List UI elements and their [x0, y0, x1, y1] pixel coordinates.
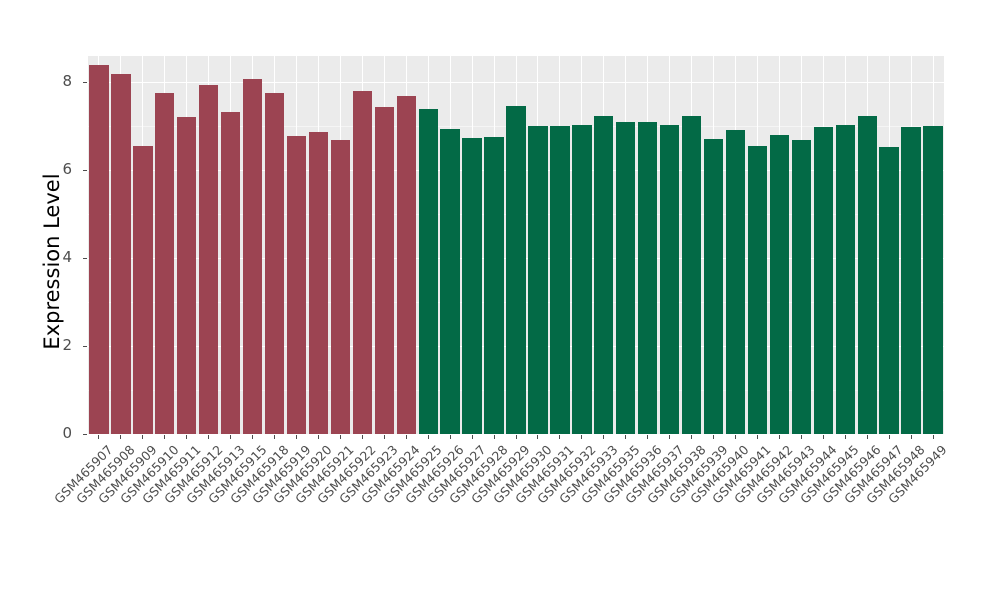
x-tick-mark [98, 435, 100, 439]
bar [747, 146, 768, 434]
x-tick-mark [208, 435, 210, 439]
bar [330, 139, 351, 434]
x-tick-mark [471, 435, 473, 439]
bar [813, 126, 833, 434]
bar [462, 137, 482, 434]
x-tick-mark [734, 435, 736, 439]
x-tick-mark [274, 435, 276, 439]
bar [440, 128, 460, 434]
x-tick-mark [625, 435, 627, 439]
x-tick-mark [186, 435, 188, 439]
bar [155, 92, 175, 434]
bar [264, 92, 285, 434]
bar [396, 96, 416, 434]
x-tick-mark [230, 435, 232, 439]
x-tick-mark [778, 435, 780, 439]
plot-panel [88, 56, 944, 434]
bar [638, 121, 658, 434]
x-tick-mark [296, 435, 297, 439]
y-tick-label: 4 [62, 248, 72, 267]
x-tick-mark [383, 435, 385, 439]
y-tick-mark [83, 81, 87, 83]
x-tick-mark [647, 435, 649, 439]
x-tick-mark [405, 435, 407, 439]
bar [835, 125, 855, 434]
x-tick-mark [427, 435, 429, 439]
bar [857, 115, 877, 434]
x-tick-mark [866, 435, 868, 439]
x-tick-mark [120, 435, 122, 439]
x-tick-mark [537, 435, 539, 439]
bar [923, 125, 943, 434]
bar [133, 146, 153, 434]
x-tick-mark [339, 435, 341, 439]
bar [308, 131, 329, 434]
x-tick-mark [449, 435, 451, 439]
bar [769, 135, 790, 434]
bar [221, 112, 241, 434]
x-tick-mark [603, 435, 605, 439]
bar [418, 109, 438, 434]
x-tick-mark [910, 435, 912, 439]
x-tick-mark [822, 435, 824, 439]
x-tick-mark [844, 435, 846, 439]
y-tick-label: 0 [62, 424, 72, 442]
y-tick-label: 8 [62, 72, 72, 91]
bar [791, 139, 811, 434]
bar [616, 121, 636, 434]
x-tick-mark [515, 435, 517, 439]
y-tick-mark [83, 433, 87, 435]
x-tick-mark [361, 435, 363, 439]
bar [352, 90, 372, 434]
bar [594, 115, 614, 434]
y-tick-label: 6 [62, 160, 72, 179]
bar [659, 125, 680, 434]
bar [879, 147, 899, 434]
bar [901, 126, 921, 434]
x-tick-mark [252, 435, 254, 439]
x-tick-mark [888, 435, 890, 439]
bar [199, 85, 219, 434]
bar [89, 64, 109, 434]
bar [681, 116, 702, 434]
bar [528, 126, 548, 434]
bar [572, 124, 592, 434]
bar [286, 136, 307, 434]
x-tick-mark [581, 435, 583, 439]
bar [177, 116, 197, 434]
x-tick-mark [317, 435, 319, 439]
bar [506, 106, 526, 434]
x-tick-mark [691, 435, 693, 439]
y-tick-label: 2 [62, 336, 72, 355]
y-tick-mark [83, 169, 87, 171]
x-tick-mark [164, 435, 166, 439]
bar [484, 136, 504, 434]
bar [725, 129, 746, 434]
bar [374, 107, 394, 434]
x-tick-mark [559, 435, 561, 439]
bar [550, 125, 570, 434]
x-tick-mark [713, 435, 715, 439]
x-tick-mark [800, 435, 802, 439]
bar [242, 79, 263, 434]
x-tick-mark [493, 435, 495, 439]
x-tick-mark [756, 435, 758, 439]
x-tick-mark [669, 435, 671, 439]
x-tick-mark [142, 435, 144, 439]
y-tick-mark [83, 345, 87, 347]
bar [111, 74, 131, 434]
bar [703, 139, 724, 434]
y-tick-mark [83, 257, 87, 259]
x-tick-mark [932, 435, 934, 439]
